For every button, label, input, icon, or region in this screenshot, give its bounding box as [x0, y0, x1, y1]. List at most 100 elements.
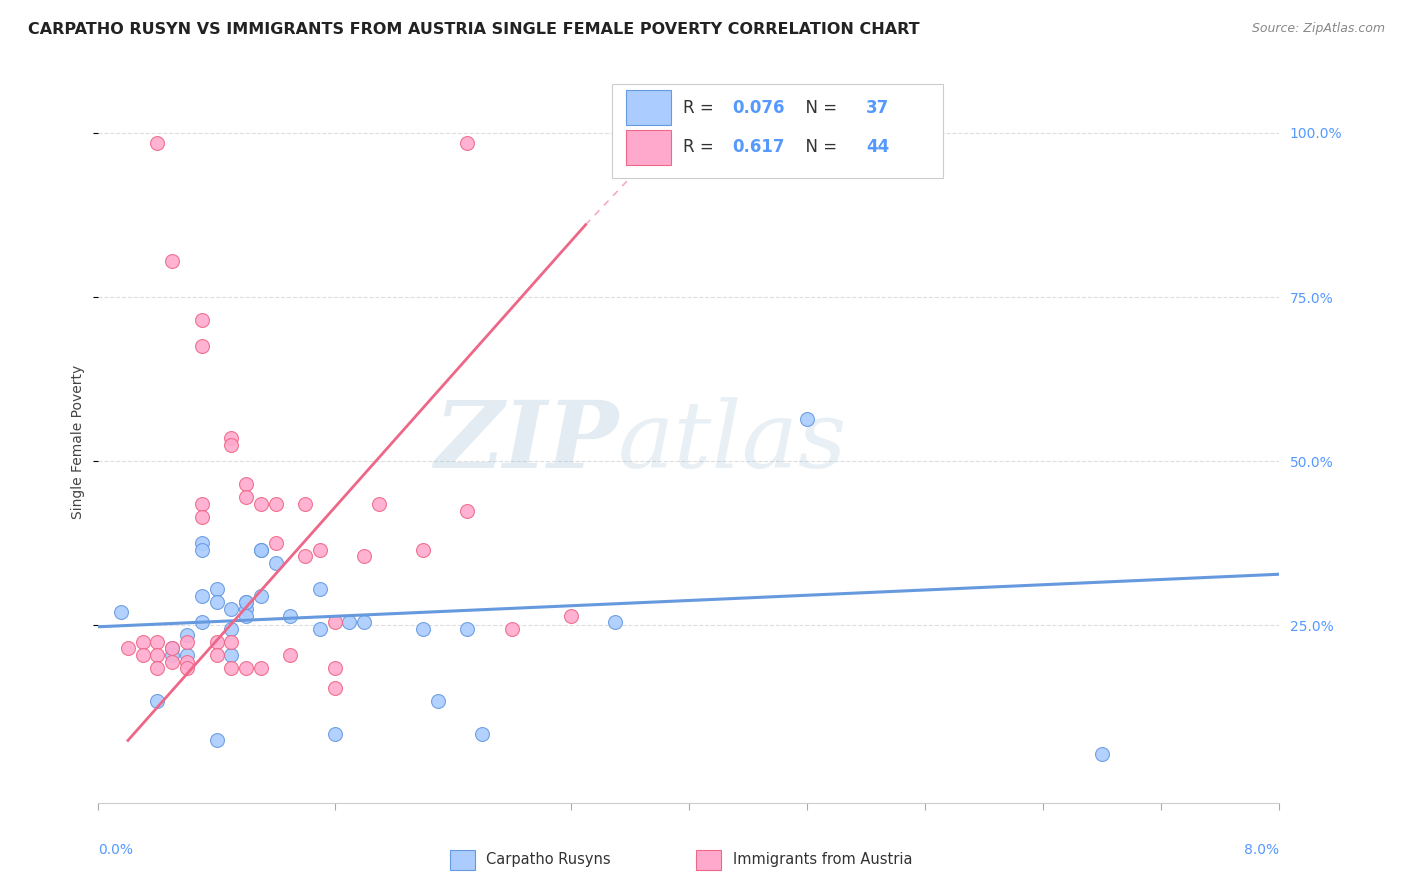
Point — [250, 661, 273, 675]
Text: 0.0%: 0.0% — [98, 843, 134, 856]
Point — [221, 431, 243, 445]
Text: atlas: atlas — [619, 397, 848, 486]
Point — [471, 727, 494, 741]
Point — [294, 549, 316, 564]
Point — [323, 681, 346, 695]
Point — [1091, 747, 1114, 761]
Point — [205, 648, 228, 662]
Point — [117, 641, 139, 656]
Point — [796, 411, 818, 425]
Point — [250, 589, 273, 603]
Point — [146, 648, 169, 662]
Point — [309, 582, 332, 597]
Point — [235, 595, 257, 609]
Text: 44: 44 — [866, 138, 890, 156]
Point — [412, 622, 434, 636]
Point — [191, 510, 214, 524]
Point — [191, 589, 214, 603]
Point — [457, 622, 479, 636]
Point — [221, 635, 243, 649]
Point — [162, 641, 183, 656]
Text: 37: 37 — [866, 99, 890, 117]
Point — [176, 655, 198, 669]
Text: 0.076: 0.076 — [733, 99, 785, 117]
FancyBboxPatch shape — [612, 84, 943, 178]
Point — [457, 503, 479, 517]
Point — [412, 542, 434, 557]
Point — [191, 536, 214, 550]
Point — [146, 694, 169, 708]
Point — [221, 622, 243, 636]
Point — [250, 542, 273, 557]
Point — [339, 615, 361, 630]
Text: Carpatho Rusyns: Carpatho Rusyns — [486, 853, 612, 867]
Point — [353, 549, 375, 564]
Point — [457, 136, 479, 150]
Point — [191, 339, 214, 353]
Point — [560, 608, 582, 623]
Point — [221, 602, 243, 616]
Point — [191, 615, 214, 630]
FancyBboxPatch shape — [626, 90, 671, 125]
Point — [309, 542, 332, 557]
Point — [501, 622, 523, 636]
Point — [162, 641, 183, 656]
Point — [162, 655, 183, 669]
Text: N =: N = — [796, 99, 842, 117]
Point — [323, 661, 346, 675]
Text: N =: N = — [796, 138, 842, 156]
Text: Immigrants from Austria: Immigrants from Austria — [733, 853, 912, 867]
Point — [205, 582, 228, 597]
Point — [132, 648, 155, 662]
Point — [235, 595, 257, 609]
Text: R =: R = — [683, 99, 718, 117]
Point — [176, 635, 198, 649]
Point — [250, 497, 273, 511]
Point — [368, 497, 391, 511]
Point — [264, 536, 287, 550]
FancyBboxPatch shape — [626, 130, 671, 165]
Point — [250, 542, 273, 557]
Point — [280, 648, 302, 662]
Point — [353, 615, 375, 630]
Point — [176, 661, 198, 675]
Point — [162, 253, 183, 268]
Point — [162, 648, 183, 662]
Point — [235, 491, 257, 505]
Point — [146, 635, 169, 649]
Point — [235, 602, 257, 616]
Point — [221, 438, 243, 452]
Point — [309, 622, 332, 636]
Point — [205, 733, 228, 747]
Text: 8.0%: 8.0% — [1244, 843, 1279, 856]
Point — [176, 628, 198, 642]
Text: R =: R = — [683, 138, 718, 156]
Point — [280, 608, 302, 623]
Text: CARPATHO RUSYN VS IMMIGRANTS FROM AUSTRIA SINGLE FEMALE POVERTY CORRELATION CHAR: CARPATHO RUSYN VS IMMIGRANTS FROM AUSTRI… — [28, 22, 920, 37]
Point — [191, 313, 214, 327]
Point — [264, 556, 287, 570]
Point — [110, 605, 132, 619]
Point — [235, 608, 257, 623]
Point — [264, 497, 287, 511]
Point — [191, 497, 214, 511]
Y-axis label: Single Female Poverty: Single Female Poverty — [72, 365, 86, 518]
Text: Source: ZipAtlas.com: Source: ZipAtlas.com — [1251, 22, 1385, 36]
Point — [294, 497, 316, 511]
Point — [235, 477, 257, 491]
Point — [221, 661, 243, 675]
Point — [205, 635, 228, 649]
Point — [146, 136, 169, 150]
Point — [235, 661, 257, 675]
Point — [221, 648, 243, 662]
Point — [427, 694, 450, 708]
Point — [323, 727, 346, 741]
Text: 0.617: 0.617 — [733, 138, 785, 156]
Point — [132, 635, 155, 649]
Point — [176, 648, 198, 662]
Point — [205, 595, 228, 609]
Point — [323, 615, 346, 630]
Point — [146, 661, 169, 675]
Point — [605, 615, 627, 630]
Text: ZIP: ZIP — [434, 397, 619, 486]
